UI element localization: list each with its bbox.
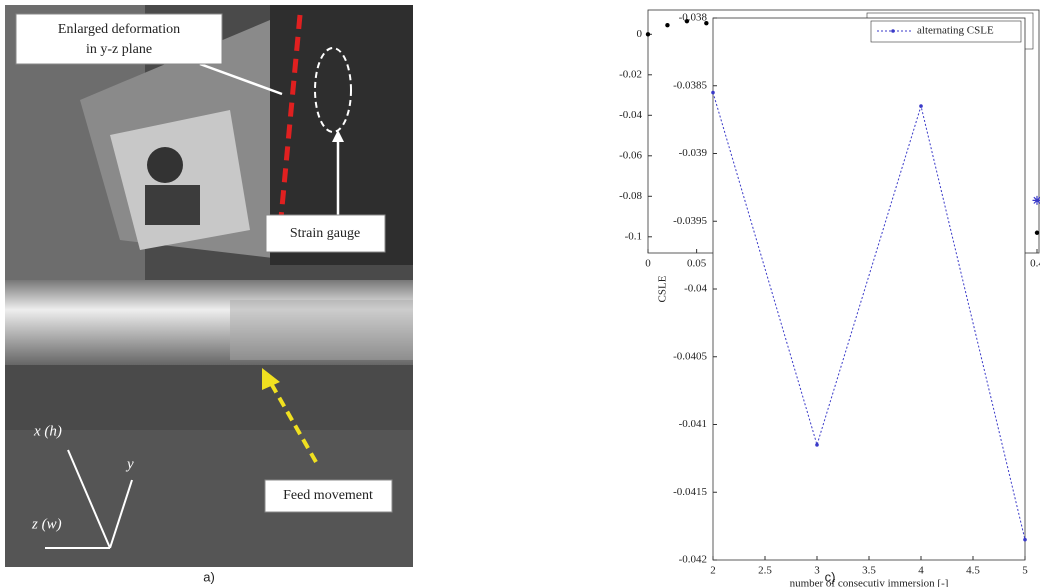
x-tick-label: 4.5 (966, 565, 980, 577)
x-tick-label: 4 (918, 565, 924, 577)
y-tick-label: -0.038 (679, 12, 708, 24)
y-tick-label: -0.08 (619, 190, 642, 202)
x-tick-label: 2.5 (758, 565, 772, 577)
y-tick-label: -0.06 (619, 149, 642, 161)
block (145, 185, 200, 225)
annotation: Enlarged deformation (58, 22, 180, 37)
y-tick-label: -0.0385 (673, 79, 707, 91)
legend-label: alternating CSLE (917, 25, 994, 37)
y-tick-label: 0 (637, 28, 643, 40)
x-tick-label: 0 (645, 258, 651, 270)
hole (147, 147, 183, 183)
x-axis-label: number of consecutiv immersion [-] (790, 578, 949, 587)
annotation: Strain gauge (290, 226, 360, 241)
y-tick-label: -0.1 (625, 230, 642, 242)
y-tick-label: -0.0415 (673, 486, 707, 498)
x-tick-label: 2 (710, 565, 716, 577)
x-tick-label: 5 (1022, 565, 1028, 577)
panel-label: a) (203, 569, 215, 584)
axis-name: z (w) (31, 516, 62, 532)
y-axis-label: CSLE (657, 275, 669, 302)
x-tick-label: 0.4 (1030, 258, 1040, 270)
series-point (815, 443, 819, 447)
x-tick-label: 3 (814, 565, 820, 577)
axis-name: y (125, 456, 134, 472)
annotation: Feed movement (283, 488, 373, 503)
figure: Enlarged deformation in y-z plane Strain… (0, 0, 1040, 587)
y-tick-label: -0.0395 (673, 215, 707, 227)
axis-name: x (h) (33, 423, 62, 439)
photo: Enlarged deformation in y-z plane Strain… (5, 5, 413, 567)
series-point (1023, 538, 1027, 542)
legend-swatch (891, 29, 895, 33)
annotation: in y-z plane (86, 42, 152, 57)
calculated-point (646, 32, 650, 36)
y-tick-label: -0.04 (619, 109, 642, 121)
y-tick-label: -0.041 (679, 418, 707, 430)
y-tick-label: -0.039 (679, 147, 708, 159)
series-point (919, 104, 923, 108)
x-tick-label: 0.05 (687, 258, 707, 270)
plot-frame (713, 18, 1025, 560)
y-tick-label: -0.04 (684, 283, 707, 295)
calculated-point (1035, 231, 1039, 235)
y-tick-label: -0.0405 (673, 350, 707, 362)
series-point (711, 91, 715, 95)
x-tick-label: 3.5 (862, 565, 876, 577)
y-tick-label: -0.02 (619, 68, 642, 80)
thread (230, 300, 413, 360)
y-tick-label: -0.042 (679, 554, 707, 566)
calculated-point (665, 23, 669, 27)
